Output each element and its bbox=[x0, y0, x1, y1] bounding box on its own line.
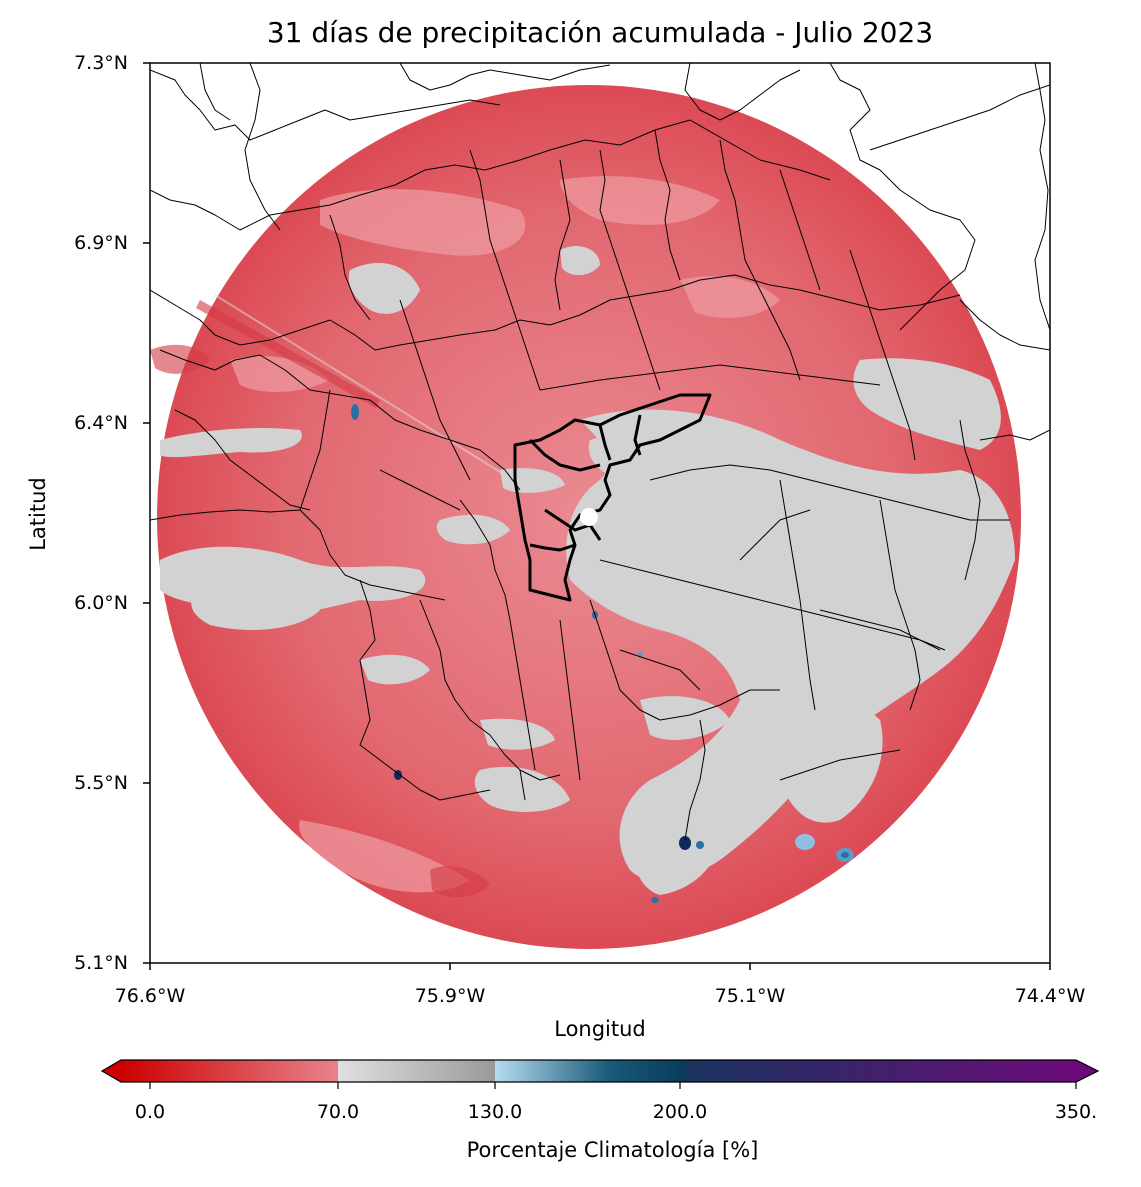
y-tick-label: 7.3°N bbox=[74, 52, 128, 74]
y-tick-label: 6.9°N bbox=[74, 232, 128, 254]
y-tick-label: 6.0°N bbox=[74, 592, 128, 614]
x-tick-label: 74.4°W bbox=[1014, 985, 1086, 1007]
y-tick-label: 6.4°N bbox=[74, 412, 128, 434]
radar-beam-artifact bbox=[214, 294, 506, 476]
above-normal-speckles bbox=[351, 404, 854, 903]
y-tick-label: 5.5°N bbox=[74, 772, 128, 794]
colorbar-extend-max bbox=[1076, 1060, 1098, 1082]
colorbar-tick-label: 0.0 bbox=[134, 1101, 166, 1123]
colorbar-tick-label: 130.0 bbox=[467, 1101, 523, 1123]
colorbar-tick-label: 350. bbox=[1054, 1101, 1098, 1123]
near-normal-precip-areas bbox=[160, 245, 1015, 895]
colorbar-tick-label: 70.0 bbox=[316, 1101, 360, 1123]
y-tick-label: 5.1°N bbox=[74, 952, 128, 974]
colorbar-label: Porcentaje Climatología [%] bbox=[466, 1138, 759, 1162]
x-tick-label: 75.1°W bbox=[714, 985, 786, 1007]
municipal-boundaries bbox=[150, 63, 1050, 841]
x-tick-label: 75.9°W bbox=[414, 985, 486, 1007]
colorbar-tick-label: 200.0 bbox=[652, 1101, 708, 1123]
y-axis-label: Latitud bbox=[26, 477, 50, 551]
chart-title: 31 días de precipitación acumulada - Jul… bbox=[266, 16, 934, 49]
x-axis-label: Longitud bbox=[554, 1017, 646, 1041]
dry-streaks bbox=[150, 300, 490, 897]
metropolitan-area-outline bbox=[513, 393, 712, 602]
plot-frame bbox=[149, 62, 1051, 964]
x-tick-label: 76.6°W bbox=[114, 985, 186, 1007]
low-precip-shading bbox=[230, 176, 780, 893]
colorbar-extend-min bbox=[102, 1060, 121, 1082]
radar-site-marker bbox=[580, 508, 598, 526]
axis-tick-marks bbox=[143, 62, 1051, 970]
colorbar bbox=[100, 1059, 1100, 1089]
